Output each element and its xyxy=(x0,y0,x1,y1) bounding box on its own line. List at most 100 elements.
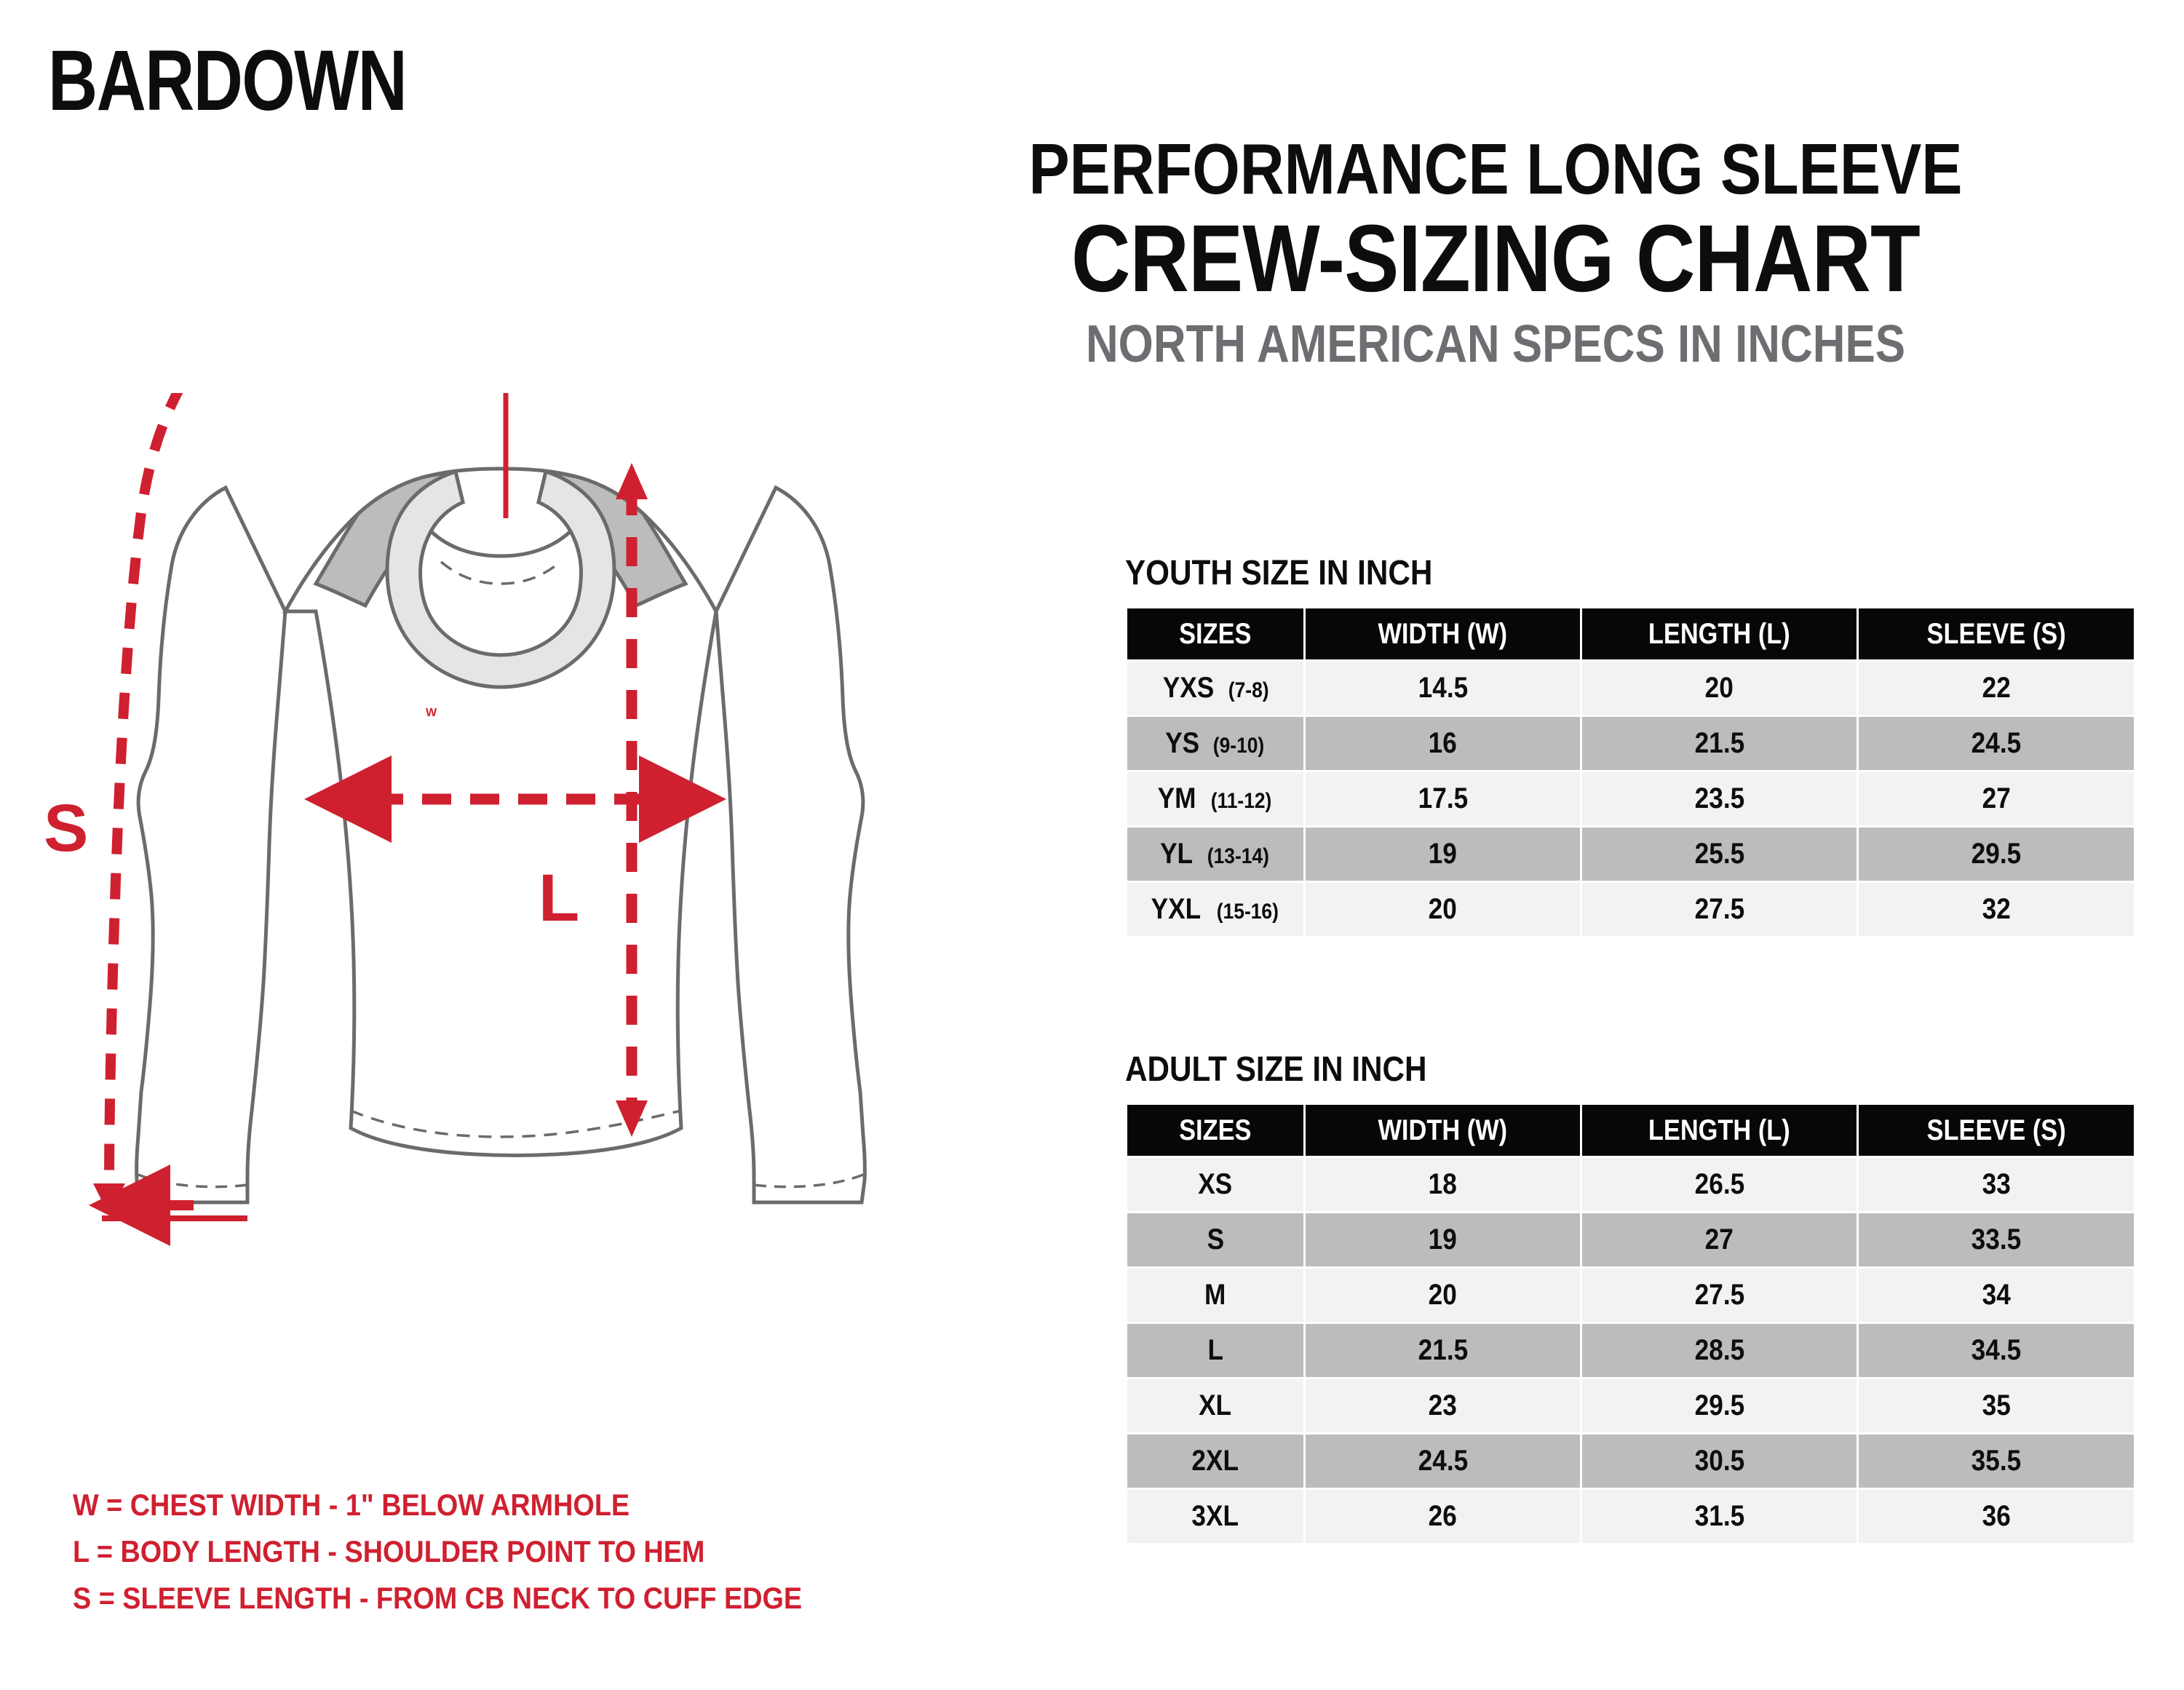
cell-size: XS xyxy=(1127,1158,1303,1211)
table-row: L 21.5 28.5 34.5 xyxy=(1127,1324,2134,1377)
cell-length: 31.5 xyxy=(1582,1490,1857,1543)
table-row: S 19 27 33.5 xyxy=(1127,1213,2134,1266)
cell-sleeve: 35.5 xyxy=(1859,1435,2134,1488)
table-row: XL 23 29.5 35 xyxy=(1127,1379,2134,1432)
brand-logo: BARDOWN xyxy=(48,33,408,129)
hem-stitch-line xyxy=(350,1109,682,1138)
right-sleeve-shape xyxy=(714,485,867,1205)
column-header-width: WIDTH (W) xyxy=(1306,608,1580,659)
measurement-overlay-group xyxy=(89,393,726,1246)
table-row: 3XL 26 31.5 36 xyxy=(1127,1490,2134,1543)
cell-length: 27.5 xyxy=(1582,1269,1857,1322)
adult-table-caption: ADULT SIZE IN INCH xyxy=(1125,1050,1427,1089)
cell-width: 19 xyxy=(1306,828,1580,881)
table-row: YXS (7-8) 14.5 20 22 xyxy=(1127,662,2134,715)
cell-sleeve: 36 xyxy=(1859,1490,2134,1543)
length-measure-label: L xyxy=(539,861,580,935)
cell-length: 20 xyxy=(1582,662,1857,715)
cell-length: 26.5 xyxy=(1582,1158,1857,1211)
table-row: XS 18 26.5 33 xyxy=(1127,1158,2134,1211)
cell-width: 18 xyxy=(1306,1158,1580,1211)
youth-size-table-section: YOUTH SIZE IN INCH SIZES WIDTH (W) LENGT… xyxy=(1125,553,2134,938)
sleeve-measure-label: S xyxy=(44,791,89,865)
cell-length: 29.5 xyxy=(1582,1379,1857,1432)
youth-size-table: SIZES WIDTH (W) LENGTH (L) SLEEVE (S) YX… xyxy=(1125,606,2136,938)
column-header-sleeve: SLEEVE (S) xyxy=(1859,608,2134,659)
table-row: YXL (15-16) 20 27.5 32 xyxy=(1127,883,2134,936)
left-sleeve-shape xyxy=(135,485,287,1205)
legend-length-definition: L = BODY LENGTH - SHOULDER POINT TO HEM xyxy=(73,1534,705,1568)
right-cuff-stitch xyxy=(753,1173,864,1189)
cell-size: M xyxy=(1127,1269,1303,1322)
collar-band xyxy=(385,469,616,689)
cell-width: 17.5 xyxy=(1306,772,1580,825)
neckline-inner-edge xyxy=(429,530,572,558)
garment-illustration: W L S xyxy=(29,393,975,1485)
cell-sleeve: 34 xyxy=(1859,1269,2134,1322)
length-arrowhead-top xyxy=(616,463,648,499)
cell-size: S xyxy=(1127,1213,1303,1266)
cell-size: YXL (15-16) xyxy=(1127,883,1303,936)
cell-sleeve: 32 xyxy=(1859,883,2134,936)
sleeve-arrowhead-bottom xyxy=(93,1183,125,1215)
cell-size: YL (13-14) xyxy=(1127,828,1303,881)
column-header-sizes: SIZES xyxy=(1127,608,1303,659)
cell-width: 24.5 xyxy=(1306,1435,1580,1488)
cell-sleeve: 27 xyxy=(1859,772,2134,825)
adult-size-table: SIZES WIDTH (W) LENGTH (L) SLEEVE (S) XS… xyxy=(1125,1103,2136,1545)
table-row: YM (11-12) 17.5 23.5 27 xyxy=(1127,772,2134,825)
column-header-length: LENGTH (L) xyxy=(1582,1105,1857,1156)
cell-sleeve: 33 xyxy=(1859,1158,2134,1211)
table-row: YL (13-14) 19 25.5 29.5 xyxy=(1127,828,2134,881)
cell-sleeve: 24.5 xyxy=(1859,717,2134,770)
cell-sleeve: 22 xyxy=(1859,662,2134,715)
adult-size-table-section: ADULT SIZE IN INCH SIZES WIDTH (W) LENGT… xyxy=(1125,1050,2134,1545)
cell-width: 20 xyxy=(1306,1269,1580,1322)
page-title: PERFORMANCE LONG SLEEVE CREW-SIZING CHAR… xyxy=(830,132,2161,373)
cell-width: 21.5 xyxy=(1306,1324,1580,1377)
table-header-row: SIZES WIDTH (W) LENGTH (L) SLEEVE (S) xyxy=(1127,608,2134,659)
cell-sleeve: 33.5 xyxy=(1859,1213,2134,1266)
table-row: 2XL 24.5 30.5 35.5 xyxy=(1127,1435,2134,1488)
cell-width: 23 xyxy=(1306,1379,1580,1432)
cell-sleeve: 35 xyxy=(1859,1379,2134,1432)
youth-table-caption: YOUTH SIZE IN INCH xyxy=(1125,554,1433,592)
cell-length: 30.5 xyxy=(1582,1435,1857,1488)
cell-size: YXS (7-8) xyxy=(1127,662,1303,715)
column-header-length: LENGTH (L) xyxy=(1582,608,1857,659)
column-header-sleeve: SLEEVE (S) xyxy=(1859,1105,2134,1156)
column-header-width: WIDTH (W) xyxy=(1306,1105,1580,1156)
cell-width: 20 xyxy=(1306,883,1580,936)
cell-length: 27 xyxy=(1582,1213,1857,1266)
table-row: M 20 27.5 34 xyxy=(1127,1269,2134,1322)
sleeve-measure-curve xyxy=(104,393,183,1187)
title-line-product: PERFORMANCE LONG SLEEVE xyxy=(1028,129,1963,209)
width-measure-label: W xyxy=(426,707,437,719)
legend-sleeve-definition: S = SLEEVE LENGTH - FROM CB NECK TO CUFF… xyxy=(73,1580,803,1615)
cell-size: 3XL xyxy=(1127,1490,1303,1543)
garment-body-group xyxy=(135,467,867,1205)
title-line-chart: CREW-SIZING CHART xyxy=(1071,204,1921,312)
cell-size: L xyxy=(1127,1324,1303,1377)
cell-length: 27.5 xyxy=(1582,883,1857,936)
measurement-legend: W = CHEST WIDTH - 1" BELOW ARMHOLE L = B… xyxy=(73,1482,883,1621)
cell-sleeve: 34.5 xyxy=(1859,1324,2134,1377)
table-header-row: SIZES WIDTH (W) LENGTH (L) SLEEVE (S) xyxy=(1127,1105,2134,1156)
cell-length: 25.5 xyxy=(1582,828,1857,881)
cell-size: YS (9-10) xyxy=(1127,717,1303,770)
length-arrowhead-bottom xyxy=(616,1100,648,1137)
cell-size: YM (11-12) xyxy=(1127,772,1303,825)
title-subtitle: NORTH AMERICAN SPECS IN INCHES xyxy=(1085,314,1906,373)
legend-width-definition: W = CHEST WIDTH - 1" BELOW ARMHOLE xyxy=(73,1488,630,1522)
cell-size: XL xyxy=(1127,1379,1303,1432)
cell-size: 2XL xyxy=(1127,1435,1303,1488)
column-header-sizes: SIZES xyxy=(1127,1105,1303,1156)
table-row: YS (9-10) 16 21.5 24.5 xyxy=(1127,717,2134,770)
cell-length: 21.5 xyxy=(1582,717,1857,770)
collar-stitch-line xyxy=(440,560,562,585)
cell-length: 28.5 xyxy=(1582,1324,1857,1377)
cell-width: 26 xyxy=(1306,1490,1580,1543)
cell-sleeve: 29.5 xyxy=(1859,828,2134,881)
cell-length: 23.5 xyxy=(1582,772,1857,825)
